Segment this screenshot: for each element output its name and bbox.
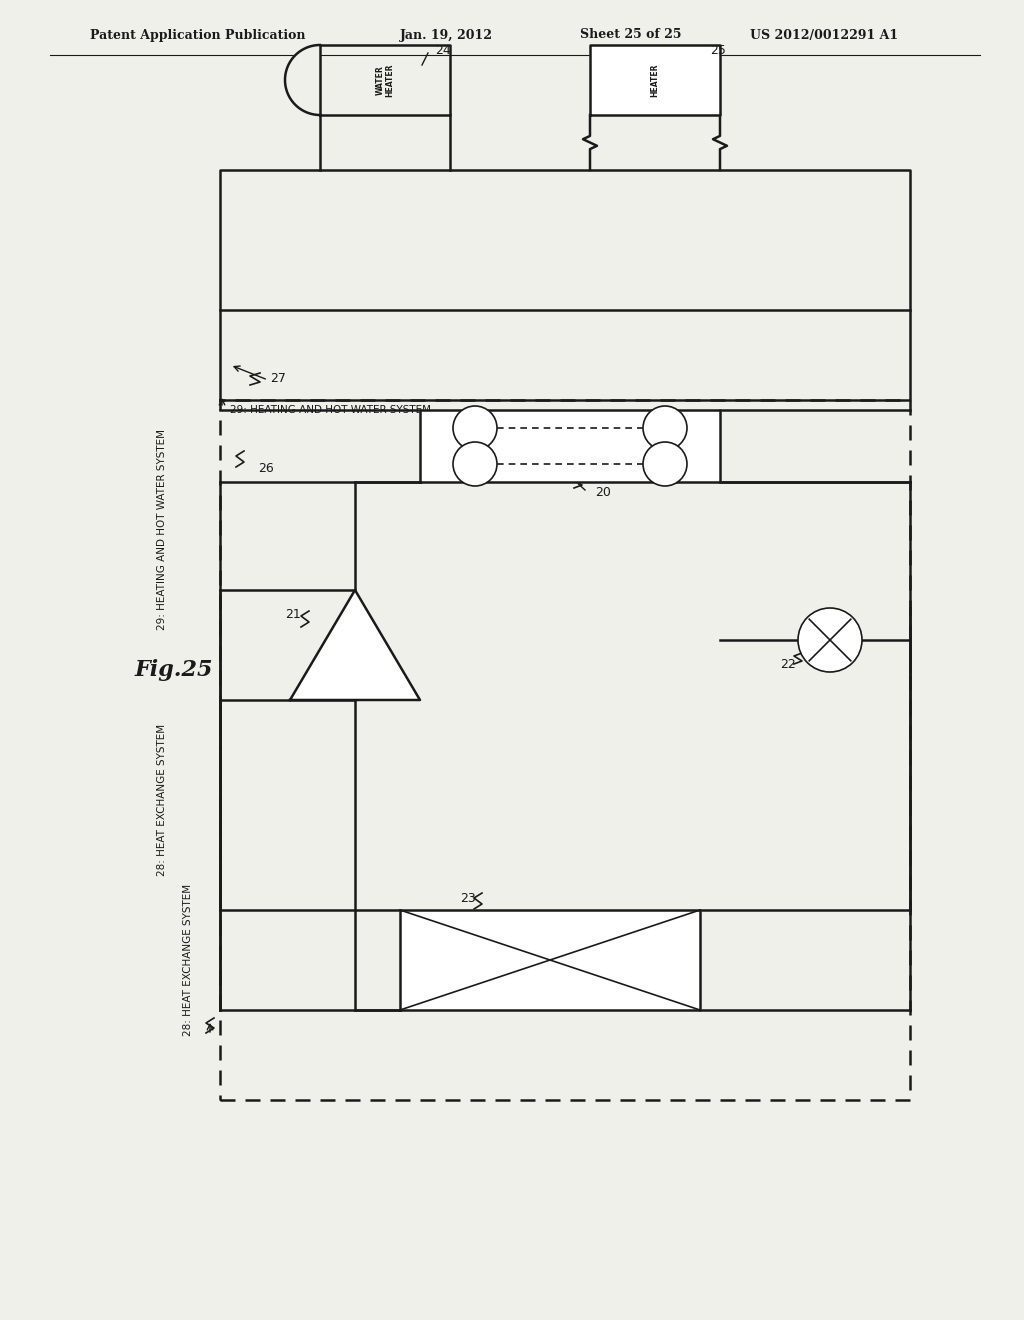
Circle shape [453,442,497,486]
Text: Sheet 25 of 25: Sheet 25 of 25 [580,29,682,41]
Text: US 2012/0012291 A1: US 2012/0012291 A1 [750,29,898,41]
Text: 21: 21 [285,609,301,622]
Text: Patent Application Publication: Patent Application Publication [90,29,305,41]
Text: 29: HEATING AND HOT WATER SYSTEM: 29: HEATING AND HOT WATER SYSTEM [230,405,431,414]
Text: 25: 25 [710,44,726,57]
Text: 29: HEATING AND HOT WATER SYSTEM: 29: HEATING AND HOT WATER SYSTEM [157,429,167,631]
Text: 26: 26 [258,462,273,474]
Text: 24: 24 [435,44,451,57]
Text: 20: 20 [595,486,611,499]
Circle shape [643,407,687,450]
Polygon shape [285,45,319,115]
Text: Jan. 19, 2012: Jan. 19, 2012 [400,29,493,41]
Circle shape [798,609,862,672]
Polygon shape [400,909,700,1010]
Polygon shape [290,590,420,700]
Text: Fig.25: Fig.25 [135,659,213,681]
Text: 23: 23 [460,891,476,904]
Polygon shape [420,411,720,482]
Circle shape [643,442,687,486]
Text: HEATER: HEATER [650,63,659,96]
Text: 22: 22 [780,659,796,672]
Text: 28: HEAT EXCHANGE SYSTEM: 28: HEAT EXCHANGE SYSTEM [183,884,193,1036]
Text: WATER
HEATER: WATER HEATER [376,63,394,96]
Text: 28: HEAT EXCHANGE SYSTEM: 28: HEAT EXCHANGE SYSTEM [157,723,167,876]
Circle shape [453,407,497,450]
Polygon shape [590,45,720,115]
Text: 27: 27 [270,371,286,384]
